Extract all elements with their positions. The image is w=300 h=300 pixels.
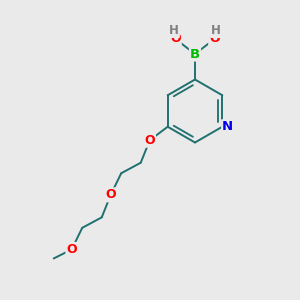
Text: O: O <box>105 188 116 201</box>
Text: O: O <box>170 32 181 46</box>
Text: O: O <box>66 243 77 256</box>
Text: O: O <box>144 134 155 147</box>
Text: N: N <box>222 120 233 133</box>
Text: H: H <box>169 24 179 37</box>
Text: B: B <box>190 47 200 61</box>
Text: H: H <box>211 24 221 37</box>
Text: O: O <box>209 32 220 46</box>
